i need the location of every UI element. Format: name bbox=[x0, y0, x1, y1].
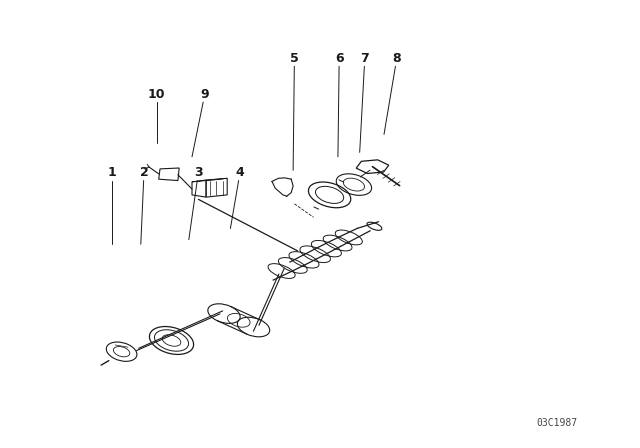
Text: 4: 4 bbox=[236, 166, 244, 179]
Text: 03C1987: 03C1987 bbox=[536, 418, 577, 428]
Text: 6: 6 bbox=[335, 52, 344, 65]
Text: 8: 8 bbox=[392, 52, 401, 65]
Text: 3: 3 bbox=[194, 166, 203, 179]
Text: 9: 9 bbox=[200, 87, 209, 101]
Text: 7: 7 bbox=[360, 52, 369, 65]
Text: 2: 2 bbox=[140, 166, 148, 179]
Text: 1: 1 bbox=[108, 166, 116, 179]
Text: 5: 5 bbox=[290, 52, 299, 65]
Text: 10: 10 bbox=[148, 87, 166, 101]
